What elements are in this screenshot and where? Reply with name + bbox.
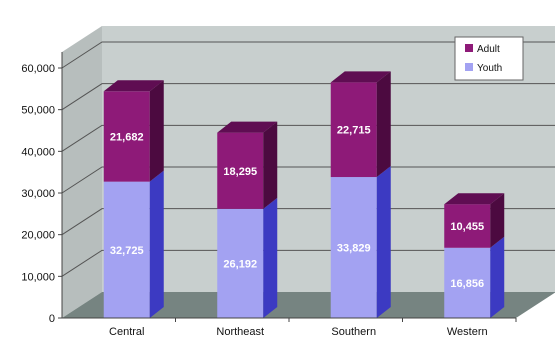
data-labels: 32,725 21,682 26,192 18,295 33,829 22,715 16,8… [110, 125, 484, 290]
bar-top [330, 71, 391, 83]
bar-front-youth [330, 177, 377, 318]
y-tick-label: 10,000 [21, 271, 55, 283]
bar-side-adult [376, 71, 391, 178]
y-tick-label: 20,000 [21, 230, 55, 242]
bar-side-youth [376, 166, 391, 318]
data-label-youth: 32,725 [110, 245, 144, 257]
legend: Adult Youth [454, 36, 524, 81]
bars [103, 71, 505, 318]
y-tick-label: 60,000 [21, 63, 55, 75]
bar-side-youth [490, 236, 505, 318]
bar-top [217, 121, 278, 133]
bar-front-adult [217, 132, 264, 209]
bar-top [444, 193, 505, 205]
data-label-youth: 16,856 [450, 278, 484, 290]
x-category-label: Central [109, 326, 144, 338]
data-label-adult: 21,682 [110, 131, 144, 143]
data-label-adult: 18,295 [223, 166, 257, 178]
back-wall [102, 26, 555, 292]
data-label-adult: 22,715 [337, 125, 371, 137]
chart-walls [62, 26, 555, 318]
bar-side-adult [490, 193, 505, 248]
x-category-label: Southern [331, 326, 376, 338]
x-axis: Central Northeast Southern Western [62, 317, 517, 338]
floor [62, 292, 555, 318]
bar-side-adult [263, 121, 278, 209]
legend-label-adult: Adult [477, 44, 500, 55]
y-axis: 0 10,000 20,000 30,000 40,000 50,000 60,000 [21, 52, 63, 325]
gridline [61, 166, 555, 194]
bar-top [103, 80, 164, 92]
y-tick-label: 50,000 [21, 105, 55, 117]
legend-swatch-youth [465, 63, 473, 71]
gridline [61, 41, 555, 69]
bar-front-youth [444, 247, 491, 318]
x-category-label: Western [447, 326, 488, 338]
gridlines [61, 41, 555, 277]
bar-side-youth [263, 197, 278, 318]
bar-side-youth [149, 170, 164, 318]
y-tick-label: 40,000 [21, 146, 55, 158]
y-tick-label: 30,000 [21, 188, 55, 200]
side-wall [62, 26, 102, 318]
gridline [61, 208, 555, 236]
x-category-label: Northeast [216, 326, 264, 338]
y-tick-label: 0 [49, 313, 55, 325]
data-label-adult: 10,455 [450, 221, 484, 233]
gridline [61, 124, 555, 152]
data-label-youth: 33,829 [337, 243, 371, 255]
legend-label-youth: Youth [477, 63, 502, 74]
bar-front-youth [217, 208, 264, 318]
data-label-youth: 26,192 [223, 258, 257, 270]
gridline [61, 83, 555, 111]
bar-front-youth [103, 181, 150, 318]
bar-front-adult [444, 204, 491, 248]
bar-front-adult [103, 91, 150, 182]
legend-swatch-adult [465, 44, 473, 52]
bar-side-adult [149, 80, 164, 182]
bar-front-adult [330, 82, 377, 178]
gridline [61, 249, 555, 277]
